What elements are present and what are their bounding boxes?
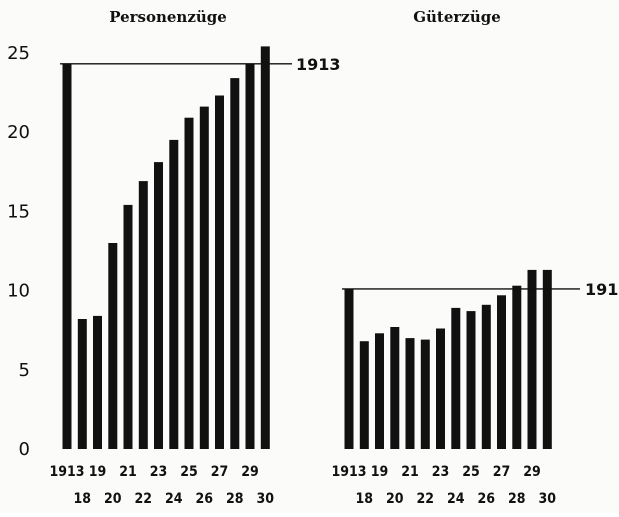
chart-title: Personenzüge xyxy=(109,8,227,26)
bar-29 xyxy=(245,63,255,450)
bar-25 xyxy=(184,117,194,449)
bar-28 xyxy=(512,285,522,449)
y-tick-label: 25 xyxy=(7,43,30,64)
chart-title: Güterzüge xyxy=(413,8,501,26)
bar-29 xyxy=(527,269,537,449)
bar-18 xyxy=(77,319,87,449)
bar-25 xyxy=(466,311,476,449)
x-tick-label: 21 xyxy=(119,464,137,480)
bar-26 xyxy=(199,106,209,449)
x-tick-label: 19 xyxy=(371,464,389,480)
x-tick-label: 29 xyxy=(523,464,541,480)
bar-22 xyxy=(138,181,148,449)
panel-personenzuege: Personenzüge 1913 1913 19 21 23 25 27 29 18 20 22 24… xyxy=(49,8,340,507)
y-tick-label: 15 xyxy=(7,201,30,222)
x-tick-label: 25 xyxy=(462,464,480,480)
x-tick-label: 23 xyxy=(150,464,168,480)
x-tick-label: 18 xyxy=(355,491,373,507)
bar-23 xyxy=(436,328,445,449)
bar-19 xyxy=(93,315,102,449)
x-tick-label: 1913 xyxy=(331,464,366,480)
x-tick-label: 25 xyxy=(180,464,198,480)
x-tick-label: 22 xyxy=(416,491,434,507)
bar-30 xyxy=(260,46,270,450)
bar-19 xyxy=(375,333,384,449)
bar-21 xyxy=(405,338,415,449)
y-tick-label: 20 xyxy=(7,122,30,143)
bar-21 xyxy=(123,204,133,449)
x-tick-label: 19 xyxy=(89,464,107,480)
reference-line-label: 1913 xyxy=(585,280,619,299)
y-tick-label: 0 xyxy=(19,439,30,460)
bar-27 xyxy=(497,295,506,449)
bar-27 xyxy=(215,95,224,449)
x-tick-label: 27 xyxy=(211,464,229,480)
x-tick-label: 23 xyxy=(432,464,450,480)
bar-23 xyxy=(154,162,163,449)
y-axis-ticks: 0 5 10 15 20 25 xyxy=(7,43,30,460)
x-tick-label: 27 xyxy=(493,464,511,480)
x-tick-label: 26 xyxy=(195,491,213,507)
bar-1913 xyxy=(344,288,354,449)
bar-24 xyxy=(451,307,461,449)
bar-28 xyxy=(230,78,240,449)
bar-18 xyxy=(359,341,369,449)
x-tick-label: 29 xyxy=(241,464,259,480)
x-tick-label: 30 xyxy=(538,491,556,507)
x-tick-label: 24 xyxy=(447,491,465,507)
x-tick-label: 18 xyxy=(73,491,91,507)
x-tick-label: 30 xyxy=(256,491,274,507)
bar-30 xyxy=(542,269,552,449)
x-tick-label: 21 xyxy=(401,464,419,480)
x-tick-label: 26 xyxy=(477,491,495,507)
x-tick-label: 24 xyxy=(165,491,183,507)
y-tick-label: 10 xyxy=(7,281,30,302)
bar-24 xyxy=(169,139,179,449)
bar-22 xyxy=(420,339,430,449)
x-tick-label: 28 xyxy=(226,491,244,507)
x-tick-label: 22 xyxy=(134,491,152,507)
x-tick-label: 20 xyxy=(386,491,404,507)
bar-20 xyxy=(390,327,400,449)
bar-26 xyxy=(481,304,491,449)
x-tick-label: 28 xyxy=(508,491,526,507)
y-tick-label: 5 xyxy=(19,360,30,381)
bar-1913 xyxy=(62,63,72,450)
panel-gueterzuege: Güterzüge 1913 1913 19 21 23 25 27 29 18 20 22 24 26 2… xyxy=(331,8,619,507)
x-tick-label: 20 xyxy=(104,491,122,507)
bar-20 xyxy=(108,243,118,449)
reference-line-label: 1913 xyxy=(296,55,341,74)
x-tick-label: 1913 xyxy=(49,464,84,480)
